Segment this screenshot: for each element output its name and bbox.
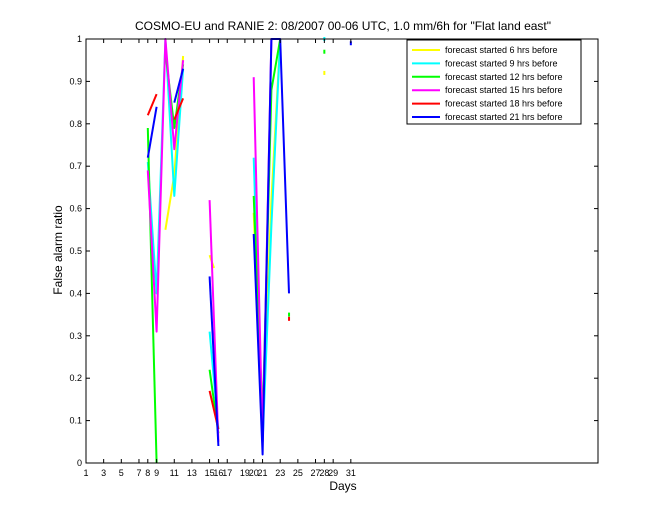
y-tick-label-4: 0.4 xyxy=(69,288,82,298)
series-3 xyxy=(146,38,326,464)
y-tick-label-2: 0.2 xyxy=(69,373,82,383)
series-2 xyxy=(146,37,326,443)
y-tick-label-7: 0.7 xyxy=(69,161,82,171)
y-tick-label-3: 0.3 xyxy=(69,331,82,341)
legend-box xyxy=(406,39,582,125)
legend-label-1: forecast started 6 hrs before xyxy=(445,45,558,55)
legend-label-5: forecast started 18 hrs before xyxy=(445,99,563,109)
y-tick-label-1: 0.1 xyxy=(69,416,82,426)
x-tick-label-6: 11 xyxy=(170,468,179,478)
legend-label-4: forecast started 15 hrs before xyxy=(445,85,563,95)
series-1 xyxy=(164,38,326,435)
x-tick-label-2: 5 xyxy=(119,468,124,478)
x-tick-label-19: 31 xyxy=(346,468,356,478)
x-tick-label-8: 15 xyxy=(205,468,215,478)
x-tick-label-17: 28 xyxy=(319,468,329,478)
x-tick-label-4: 8 xyxy=(145,468,150,478)
series-6-line-2 xyxy=(173,68,185,103)
x-axis-label: Days xyxy=(329,479,356,493)
x-tick-label-0: 1 xyxy=(83,468,88,478)
x-tick-label-7: 13 xyxy=(187,468,197,478)
series-5-line-1 xyxy=(146,93,158,116)
series-5-line-2 xyxy=(173,98,185,120)
x-tick-label-15: 25 xyxy=(293,468,303,478)
series-6-line-3 xyxy=(208,276,220,447)
legend-items: forecast started 6 hrs before forecast st… xyxy=(412,45,563,122)
legend-label-2: forecast started 9 hrs before xyxy=(445,58,558,68)
legend-label-6: forecast started 21 hrs before xyxy=(445,112,563,122)
x-tick-label-5: 9 xyxy=(154,468,159,478)
x-tick-label-1: 3 xyxy=(101,468,106,478)
x-tick-label-16: 27 xyxy=(311,468,321,478)
y-tick-label-10: 1 xyxy=(77,34,82,44)
x-tick-label-12: 20 xyxy=(249,468,259,478)
legend: forecast started 6 hrs before forecast st… xyxy=(406,39,582,125)
x-tick-label-13: 21 xyxy=(258,468,268,478)
chart-title: COSMO-EU and RANIE 2: 08/2007 00-06 UTC,… xyxy=(135,19,551,33)
y-tick-label-8: 0.8 xyxy=(69,119,82,129)
x-tick-label-18: 29 xyxy=(328,468,338,478)
plot-data xyxy=(146,37,352,464)
series-5 xyxy=(146,93,291,430)
x-tick-label-11: 19 xyxy=(240,468,250,478)
x-tick-label-9: 16 xyxy=(213,468,223,478)
y-tick-label-6: 0.6 xyxy=(69,204,82,214)
x-tick-label-10: 17 xyxy=(222,468,232,478)
x-tick-label-3: 7 xyxy=(136,468,141,478)
series-6-line-1 xyxy=(146,106,158,158)
y-tick-label-0: 0 xyxy=(77,458,82,468)
x-tick-label-14: 23 xyxy=(275,468,285,478)
y-tick-label-9: 0.9 xyxy=(69,76,82,86)
series-4-line-1 xyxy=(146,38,185,333)
y-tick-label-5: 0.5 xyxy=(69,246,82,256)
y-axis-label: False alarm ratio xyxy=(51,205,65,295)
legend-label-3: forecast started 12 hrs before xyxy=(445,72,563,82)
